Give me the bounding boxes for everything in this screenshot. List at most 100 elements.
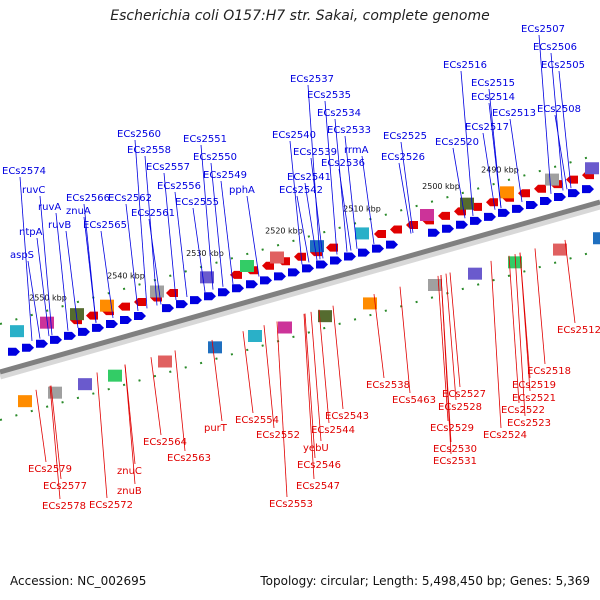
gene-label-reverse: ECs2553 <box>269 499 313 510</box>
gene-label-forward: ECs2540 <box>272 130 316 141</box>
gene-leader-forward <box>174 191 188 298</box>
forward-gene-arrow <box>36 339 48 348</box>
gene-label-reverse: ECs2521 <box>512 393 556 404</box>
forward-gene-arrow <box>526 200 538 209</box>
gene-label-reverse: znuB <box>117 486 142 497</box>
gene-leader-forward <box>304 182 318 261</box>
feature-block-upper <box>355 227 369 240</box>
gene-label-forward: ECs2507 <box>521 24 565 35</box>
gene-label-reverse: ECs5463 <box>392 395 436 406</box>
gene-leader-forward <box>488 102 502 209</box>
gene-label-reverse: ECs2527 <box>442 389 486 400</box>
feature-block-upper <box>150 285 164 298</box>
gene-leader-reverse <box>303 313 315 480</box>
reverse-gene-arrow <box>486 198 498 207</box>
gene-label-forward: ECs2535 <box>307 90 351 101</box>
feature-block-lower <box>158 355 172 368</box>
gene-leader-forward <box>148 218 162 305</box>
gene-leader-reverse <box>449 272 461 388</box>
forward-gene-arrow <box>344 252 356 261</box>
gene-label-forward: pphA <box>229 185 255 196</box>
forward-gene-arrow <box>582 185 594 194</box>
gene-label-reverse: purT <box>204 423 228 434</box>
forward-gene-arrow <box>22 343 34 352</box>
gene-label-forward: ECs2550 <box>193 152 237 163</box>
gene-leader-reverse <box>437 275 449 422</box>
gene-label-forward: ruvC <box>22 185 45 196</box>
gene-leader-reverse <box>564 239 576 324</box>
gene-label-forward: ECs2506 <box>533 42 577 53</box>
gene-leader-forward <box>334 118 348 252</box>
gene-label-forward: ECs2505 <box>541 60 585 71</box>
reverse-gene-arrow <box>230 270 242 279</box>
gene-leader-forward <box>289 140 303 265</box>
backbone-line <box>0 199 600 375</box>
feature-block-upper <box>310 240 324 253</box>
reverse-gene-arrow <box>566 175 578 184</box>
gene-label-reverse: yebU <box>303 443 329 454</box>
map-title: Escherichia coli O157:H7 str. Sakai, com… <box>110 8 490 24</box>
forward-gene-arrow <box>50 335 62 344</box>
feature-block-lower <box>78 378 92 391</box>
gene-label-reverse: ECs2518 <box>527 366 571 377</box>
gene-label-forward: ECs2555 <box>175 197 219 208</box>
gene-leader-forward <box>55 212 69 331</box>
feature-block-upper <box>585 162 599 175</box>
reverse-gene-arrow <box>518 189 530 198</box>
feature-block-upper <box>420 209 434 221</box>
gene-label-reverse: ECs2531 <box>433 456 477 467</box>
gene-leader-forward <box>36 237 50 337</box>
kbp-tick-label: 2530 kbp <box>186 249 224 258</box>
feature-block-upper <box>10 325 24 338</box>
gene-leader-reverse <box>150 357 162 436</box>
gene-label-reverse: ECs2579 <box>28 464 72 475</box>
gene-label-forward: ECs2534 <box>317 108 361 119</box>
gene-label-forward: ECs2517 <box>465 122 509 133</box>
feature-block-upper <box>70 308 84 321</box>
gene-label-forward: ECs2520 <box>435 137 479 148</box>
feature-block-lower <box>318 310 332 323</box>
gene-leader-forward <box>210 162 224 287</box>
gene-leader-forward <box>246 195 260 277</box>
forward-gene-arrow <box>260 276 272 285</box>
forward-gene-arrow <box>218 288 230 297</box>
forward-gene-arrow <box>568 189 580 198</box>
gene-leader-forward <box>482 132 496 210</box>
gene-label-forward: ECs2557 <box>146 162 190 173</box>
kbp-tick-label: 2510 kbp <box>343 204 381 213</box>
gene-leader-forward <box>220 180 234 285</box>
gene-label-reverse: ECs2529 <box>430 423 474 434</box>
gene-label-forward: ruvA <box>38 202 61 213</box>
gene-label-reverse: ECs2512 <box>557 325 600 336</box>
gene-leader-reverse <box>35 389 47 463</box>
gene-label-reverse: ECs2554 <box>235 415 279 426</box>
feature-block-lower <box>108 369 122 382</box>
gene-label-forward: ECs2526 <box>381 152 425 163</box>
gene-leader-reverse <box>304 313 316 459</box>
gene-leader-reverse <box>124 364 136 485</box>
gene-label-reverse: ECs2572 <box>89 500 133 511</box>
gene-leader-reverse <box>50 385 62 480</box>
accession-text: Accession: NC_002695 <box>10 574 147 588</box>
gene-label-reverse: ECs2563 <box>167 453 211 464</box>
forward-gene-arrow <box>120 316 132 324</box>
forward-gene-arrow <box>554 193 566 202</box>
gene-leader-reverse <box>508 255 520 404</box>
forward-gene-arrow <box>442 224 454 233</box>
gene-leader-forward <box>134 139 148 309</box>
forward-gene-arrow <box>8 347 20 356</box>
gene-label-forward: znuA <box>66 206 91 217</box>
gene-label-forward: aspS <box>10 250 34 261</box>
gene-leader-forward <box>460 70 474 217</box>
reverse-gene-arrow <box>390 225 402 234</box>
gene-leader-reverse <box>318 309 330 424</box>
gene-leader-reverse <box>490 260 502 429</box>
forward-gene-arrow <box>190 296 202 305</box>
gene-leader-forward <box>65 230 79 328</box>
gene-label-forward: ECs2566 <box>66 193 110 204</box>
gene-label-forward: ECs2508 <box>537 104 581 115</box>
gene-leader-forward <box>452 147 466 219</box>
gene-leader-reverse <box>174 350 186 452</box>
feature-block-upper <box>270 251 284 264</box>
